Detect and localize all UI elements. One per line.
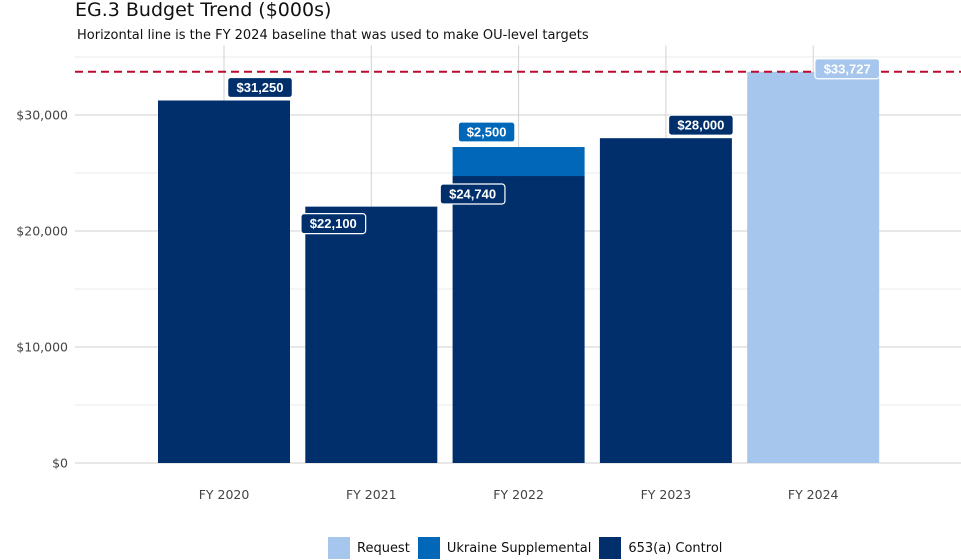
legend-label-ukraine-supplemental: Ukraine Supplemental: [446, 540, 592, 556]
bars: [158, 71, 880, 464]
x-tick-label-fy-2024: FY 2024: [788, 487, 839, 502]
legend-swatch-ukraine-supplemental: [417, 537, 440, 559]
legend: Request Ukraine Supplemental 653(a) Cont…: [328, 537, 730, 559]
bar-fy-2022-653-a-control: [452, 176, 585, 464]
y-tick-label: $10,000: [16, 340, 68, 355]
data-label-box: [439, 183, 506, 205]
bar-fy-2022-ukraine-supplemental: [452, 147, 585, 177]
data-label-text: $2,500: [467, 125, 507, 140]
data-label-box: [227, 76, 293, 99]
data-labels: $31,250 $22,100 $24,740 $2,500 $28,000 $33,72…: [227, 58, 881, 235]
bar-fy-2024-request: [747, 71, 880, 464]
data-label-text: $31,250: [237, 80, 284, 95]
bar-fy-2023-653-a-control: [599, 138, 732, 463]
legend-label-653a-control: 653(a) Control: [628, 540, 723, 556]
legend-item-request: Request: [328, 537, 410, 559]
chart-title: EG.3 Budget Trend ($000s): [75, 0, 332, 21]
y-tick-label: $30,000: [16, 108, 68, 123]
x-tick-label-fy-2022: FY 2022: [493, 487, 544, 502]
x-tick-label-fy-2020: FY 2020: [199, 487, 250, 502]
legend-item-653a-control: 653(a) Control: [599, 537, 722, 559]
data-label-fy-2023-653-a-control: $28,000: [667, 114, 734, 136]
data-label-fy-2022-653-a-control: $24,740: [439, 183, 506, 205]
bar-fy-2021-653-a-control: [305, 206, 438, 463]
data-label-fy-2021-653-a-control: $22,100: [300, 213, 367, 235]
legend-swatch-request: [328, 537, 350, 559]
y-tick-label: $0: [52, 456, 68, 471]
data-label-box: [667, 114, 734, 136]
axis-labels: $0 $10,000 $20,000 $30,000 FY 2020 FY 2021 FY …: [16, 108, 838, 503]
legend-item-ukraine-supplemental: Ukraine Supplemental: [417, 537, 592, 559]
data-label-box: [457, 121, 516, 143]
y-tick-label: $20,000: [16, 224, 68, 239]
data-label-text: $33,727: [824, 61, 871, 76]
x-tick-label-fy-2021: FY 2021: [346, 487, 397, 502]
data-label-fy-2022-ukraine-supplemental: $2,500: [457, 121, 516, 143]
x-tick-label-fy-2023: FY 2023: [641, 487, 692, 502]
data-label-text: $22,100: [310, 216, 357, 231]
legend-label-request: Request: [357, 540, 410, 556]
data-label-box: [814, 58, 881, 80]
bar-fy-2020-653-a-control: [158, 100, 290, 463]
data-label-text: $24,740: [449, 187, 496, 202]
data-label-fy-2020-653-a-control: $31,250: [227, 76, 293, 99]
data-label-text: $28,000: [677, 118, 724, 133]
legend-swatch-653a-control: [599, 537, 622, 559]
chart-subtitle: Horizontal line is the FY 2024 baseline …: [77, 28, 589, 43]
bar-chart: $31,250 $22,100 $24,740 $2,500 $28,000 $33,72…: [16, 45, 961, 503]
data-label-box: [300, 213, 367, 235]
data-label-fy-2024-request: $33,727: [814, 58, 881, 80]
